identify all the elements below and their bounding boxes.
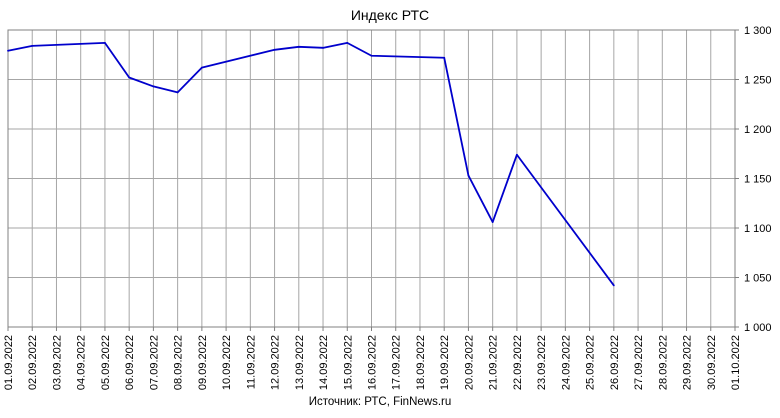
data-point	[7, 49, 9, 52]
series-layer	[7, 41, 615, 287]
data-point	[467, 174, 470, 177]
x-axis-labels: 01.09.2022 02.09.2022 03.09.2022 04.09.2022…	[3, 335, 742, 390]
data-point	[516, 153, 518, 156]
data-point	[104, 41, 106, 44]
x-tick-label: 21.09.2022	[488, 335, 500, 390]
x-tick-label: 02.09.2022	[27, 335, 39, 390]
data-point	[491, 221, 494, 223]
data-point	[152, 85, 155, 88]
chart-source-note: Источник: РТС, FinNews.ru	[309, 396, 452, 408]
chart-title: Индекс РТС	[351, 7, 429, 23]
x-tick-label: 04.09.2022	[76, 335, 88, 390]
x-tick-label: 19.09.2022	[439, 335, 451, 390]
data-point	[370, 54, 373, 57]
y-tick-label: 1 200	[744, 124, 772, 136]
x-tick-label: 27.09.2022	[633, 335, 645, 390]
data-point	[176, 91, 179, 94]
plot-frame	[7, 29, 736, 328]
y-tick-label: 1 100	[744, 223, 772, 235]
x-tick-label: 22.09.2022	[512, 335, 524, 390]
y-tick-label: 1 300	[744, 25, 772, 37]
x-tick-label: 01.10.2022	[730, 335, 742, 390]
x-tick-label: 01.09.2022	[3, 335, 15, 390]
data-point	[443, 56, 446, 59]
x-tick-label: 13.09.2022	[294, 335, 306, 390]
x-tick-label: 25.09.2022	[585, 335, 597, 390]
data-point	[128, 76, 131, 79]
x-tick-label: 24.09.2022	[560, 335, 572, 390]
x-tick-label: 16.09.2022	[367, 335, 379, 390]
data-point	[612, 284, 615, 287]
y-axis-labels: 1 000 1 050 1 100 1 150 1 200 1 250 1 300	[744, 25, 772, 334]
x-tick-label: 29.09.2022	[682, 335, 694, 390]
y-tick-label: 1 000	[744, 322, 772, 334]
data-point	[297, 45, 300, 48]
x-tick-label: 06.09.2022	[124, 335, 136, 390]
x-tick-label: 14.09.2022	[318, 335, 330, 390]
x-tick-label: 12.09.2022	[270, 335, 282, 390]
y-tick-label: 1 150	[744, 174, 772, 186]
x-tick-label: 28.09.2022	[657, 335, 669, 390]
data-point	[346, 41, 349, 44]
x-tick-label: 11.09.2022	[245, 335, 257, 389]
x-tick-label: 07.09.2022	[148, 335, 160, 390]
y-tick-label: 1 050	[744, 273, 772, 285]
grid-lines	[7, 29, 739, 331]
x-tick-label: 03.09.2022	[51, 335, 63, 390]
y-tick-label: 1 250	[744, 75, 772, 87]
data-point	[200, 66, 203, 69]
x-tick-label: 09.09.2022	[197, 335, 209, 390]
x-tick-label: 08.09.2022	[173, 335, 185, 390]
x-tick-label: 17.09.2022	[391, 335, 403, 390]
x-tick-label: 23.09.2022	[536, 335, 548, 390]
x-tick-label: 26.09.2022	[609, 335, 621, 390]
data-point	[273, 48, 276, 51]
x-tick-label: 15.09.2022	[342, 335, 354, 390]
x-tick-label: 10.09.2022	[221, 335, 233, 390]
data-point	[322, 46, 324, 49]
x-tick-label: 30.09.2022	[706, 335, 718, 390]
x-tick-label: 20.09.2022	[463, 335, 475, 390]
x-tick-label: 18.09.2022	[415, 335, 427, 390]
x-tick-label: 05.09.2022	[100, 335, 112, 390]
data-point	[31, 44, 34, 47]
